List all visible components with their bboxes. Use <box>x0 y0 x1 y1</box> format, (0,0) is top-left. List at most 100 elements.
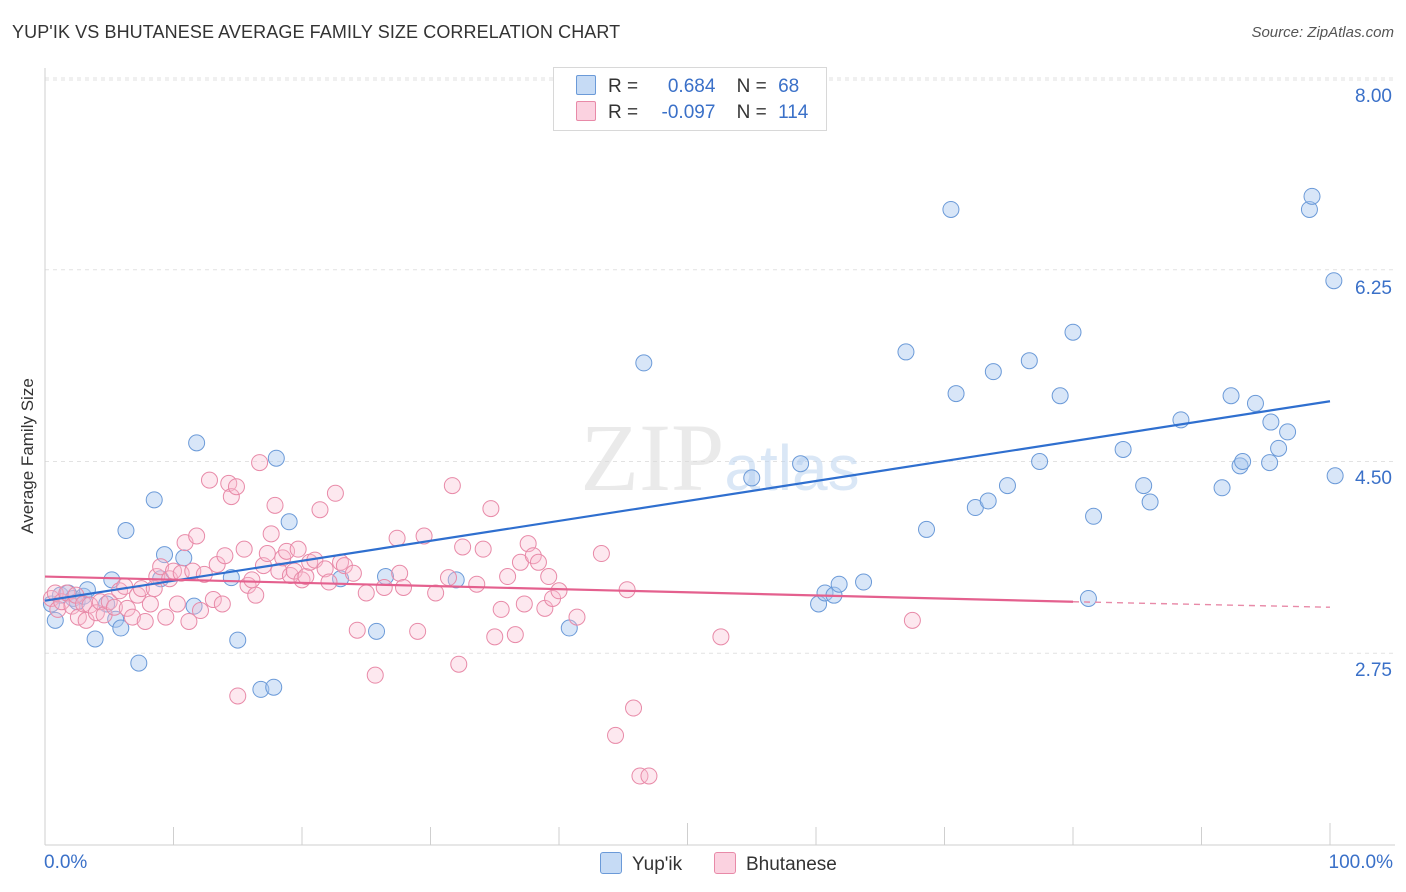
bhutanese-point <box>529 553 547 571</box>
bhutanese-point <box>344 564 362 582</box>
yupik-point <box>1231 457 1249 475</box>
yupik-point <box>918 520 936 538</box>
yupik-point <box>984 363 1002 381</box>
bhutanese-point <box>316 560 334 578</box>
yupik-point <box>1064 323 1082 341</box>
bhutanese-point <box>409 622 427 640</box>
yupik-point <box>792 455 810 473</box>
bhutanese-point <box>297 568 315 586</box>
bhutanese-point <box>229 687 247 705</box>
bottom-legend-bhutanese: Bhutanese <box>714 852 837 876</box>
legend-r-label: R = <box>608 76 639 97</box>
y-tick-label: 6.25 <box>1355 278 1392 299</box>
bhutanese-point <box>592 545 610 563</box>
bhutanese-point <box>258 545 276 563</box>
yupik-point <box>979 492 997 510</box>
yupik-point <box>267 449 285 467</box>
bhutanese-trend-line <box>44 575 1074 603</box>
bhutanese-point <box>439 569 457 587</box>
yupik-point <box>1279 423 1297 441</box>
bhutanese-point <box>375 579 393 597</box>
bhutanese-point <box>550 582 568 600</box>
yupik-point <box>1079 589 1097 607</box>
legend-row-yupik: R = 0.684 N = 68 <box>576 75 799 99</box>
watermark-zip: ZIP <box>580 404 724 511</box>
bhutanese-point <box>631 767 649 785</box>
yupik-point <box>998 477 1016 495</box>
bhutanese-point <box>266 496 284 514</box>
bhutanese-point <box>49 600 67 618</box>
bhutanese-point <box>450 655 468 673</box>
bottom-legend-swatch-yupik <box>600 852 622 874</box>
legend-n-value: 114 <box>778 102 809 123</box>
yupik-point <box>1270 439 1288 457</box>
bhutanese-point <box>251 454 269 472</box>
grid-lines <box>45 77 1395 654</box>
axes <box>44 68 1395 846</box>
bhutanese-point <box>148 568 166 586</box>
yupik-point <box>942 200 960 218</box>
yupik-point <box>1234 453 1252 470</box>
bhutanese-point <box>320 573 338 591</box>
legend-n-label: N = <box>736 76 767 97</box>
correlation-legend: R = 0.684 N = 68 R = -0.097 N = 114 <box>553 67 827 131</box>
yupik-point <box>1222 387 1240 405</box>
bhutanese-point <box>213 595 231 613</box>
bhutanese-point <box>188 527 206 545</box>
bhutanese-point <box>243 571 261 589</box>
yupik-point <box>1326 467 1344 485</box>
bhutanese-point <box>391 564 409 582</box>
bhutanese-point <box>348 621 366 639</box>
bhutanese-point <box>180 612 198 630</box>
bhutanese-point <box>427 584 445 602</box>
bhutanese-point <box>540 568 558 586</box>
bhutanese-point <box>191 602 209 620</box>
bhutanese-point <box>168 595 186 613</box>
bottom-legend-swatch-bhutanese <box>714 852 736 874</box>
bhutanese-point <box>289 540 307 558</box>
yupik-point <box>1261 454 1279 472</box>
bhutanese-point <box>388 529 406 547</box>
yupik-point <box>1114 440 1132 458</box>
y-tick-label: 4.50 <box>1355 468 1392 489</box>
yupik-point <box>1141 493 1159 511</box>
watermark: ZIPatlas <box>580 404 859 511</box>
yupik-point <box>1300 200 1318 218</box>
bhutanese-point <box>222 488 240 506</box>
yupik-point <box>1020 352 1038 370</box>
bhutanese-point <box>157 608 175 626</box>
yupik-point <box>1303 187 1321 205</box>
yupik-point <box>1031 453 1049 470</box>
bhutanese-point <box>366 666 384 684</box>
yupik-point <box>1085 507 1103 525</box>
bhutanese-point <box>262 525 280 543</box>
bhutanese-point <box>75 595 93 613</box>
yupik-point <box>1325 272 1343 290</box>
bhutanese-point <box>152 558 170 576</box>
bhutanese-point <box>235 540 253 558</box>
bhutanese-point <box>46 584 64 602</box>
yupik-point <box>130 654 148 672</box>
yupik-point <box>947 385 965 403</box>
bhutanese-point <box>499 568 517 586</box>
legend-r-value: -0.097 <box>661 102 716 123</box>
yupik-point <box>1246 394 1264 412</box>
yupik-point <box>229 631 247 649</box>
yupik-trend-line <box>44 400 1331 602</box>
bhutanese-point <box>607 726 625 744</box>
bottom-legend-label: Yup'ik <box>632 854 683 875</box>
bhutanese-point <box>326 484 344 502</box>
bhutanese-point <box>506 626 524 644</box>
bhutanese-point <box>625 699 643 717</box>
bhutanese-point <box>311 501 329 519</box>
bhutanese-point <box>903 611 921 629</box>
yupik-point <box>1262 413 1280 431</box>
yupik-point <box>117 522 135 540</box>
watermark-atlas: atlas <box>724 432 859 504</box>
yupik-point <box>368 622 386 640</box>
legend-swatch-bhutanese <box>576 101 596 121</box>
yupik-point <box>112 619 130 637</box>
legend-r-value: 0.684 <box>667 76 716 97</box>
bhutanese-point <box>474 540 492 558</box>
